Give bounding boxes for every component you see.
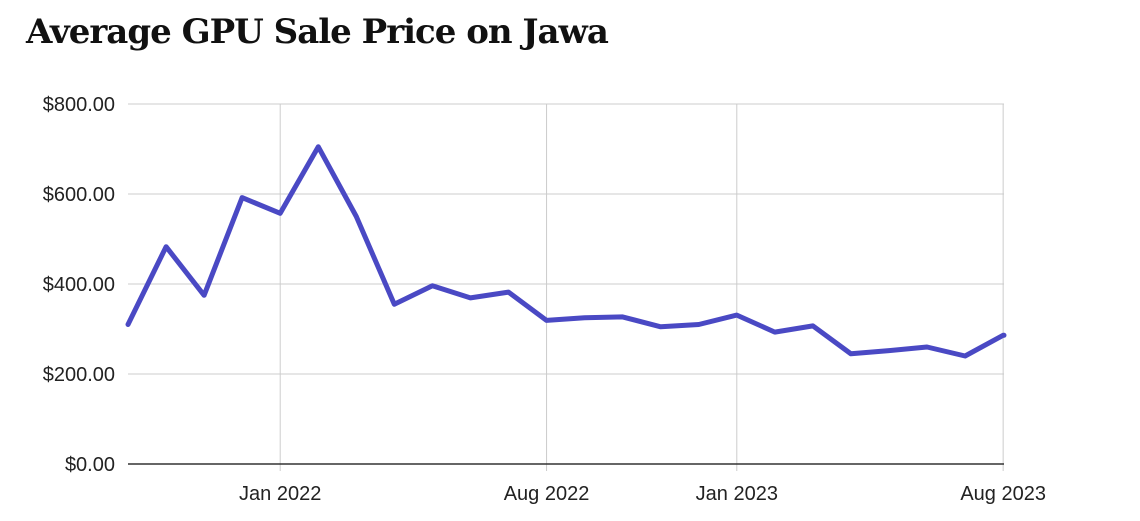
series-line (125, 144, 1007, 359)
x-tick-label: Aug 2023 (960, 483, 1046, 505)
y-gridlines (128, 103, 1004, 375)
x-gridlines (279, 104, 1004, 471)
x-tick-label: Jan 2023 (696, 483, 778, 505)
y-tick-labels: $0.00 $200.00 $400.00 $600.00 $800.00 (43, 94, 115, 476)
x-tick-labels: Jan 2022 Aug 2022 Jan 2023 Aug 2023 (239, 483, 1046, 505)
y-tick-label: $400.00 (43, 274, 115, 296)
data-points (126, 144, 1007, 358)
x-tick-label: Aug 2022 (504, 483, 590, 505)
y-tick-label: $600.00 (43, 184, 115, 206)
y-tick-label: $0.00 (65, 454, 115, 476)
chart-title: Average GPU Sale Price on Jawa (26, 12, 609, 52)
y-tick-label: $200.00 (43, 364, 115, 386)
x-tick-label: Jan 2022 (239, 483, 321, 505)
y-tick-label: $800.00 (43, 94, 115, 116)
